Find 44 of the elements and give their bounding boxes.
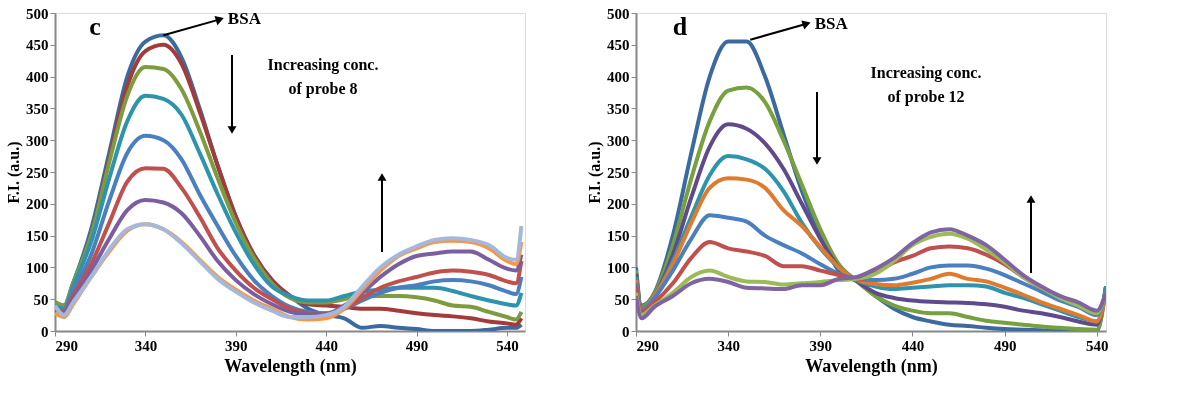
y-tick-label: 300 [607,132,630,149]
y-tick-label: 350 [26,100,49,117]
x-tick-label: 440 [315,337,338,354]
x-tick-label: 390 [809,337,833,354]
x-tick-label: 340 [717,337,740,354]
y-tick-label: 150 [607,228,630,245]
annotation: BSA [227,9,262,29]
y-tick-label: 100 [607,259,630,276]
x-axis-title: Wavelength (nm) [224,355,357,377]
x-axis-title: Wavelength (nm) [805,355,938,377]
annotation: d [672,12,688,41]
y-tick-label: 500 [607,5,630,22]
y-tick-label: 50 [614,291,630,308]
y-tick-label: 400 [607,69,630,86]
y-tick-label: 200 [26,196,49,213]
x-tick-label: 390 [225,337,248,354]
annotation: Increasing conc. of probe 8 [267,56,379,98]
y-tick-label: 500 [26,5,49,22]
annotation: BSA [814,13,849,33]
y-tick-label: 250 [607,164,630,181]
x-tick-label: 540 [496,337,519,354]
y-tick-label: 450 [607,37,630,54]
y-tick-label: 0 [41,323,49,340]
y-tick-label: 300 [26,132,49,149]
y-tick-label: 200 [607,196,630,213]
x-tick-label: 540 [1086,337,1109,354]
x-tick-label: 290 [55,337,78,354]
y-axis-title: F.I. (a.u.) [586,141,604,204]
y-tick-label: 150 [26,228,49,245]
y-tick-label: 50 [33,291,49,308]
y-tick-label: 100 [26,259,49,276]
y-tick-label: 350 [607,100,630,117]
annotation: Increasing conc. of probe 12 [870,64,982,106]
y-axis-title: F.I. (a.u.) [5,141,23,204]
x-tick-label: 440 [901,337,925,354]
y-tick-label: 0 [622,323,630,340]
x-tick-label: 290 [636,337,659,354]
y-tick-label: 450 [26,37,49,54]
y-tick-label: 400 [26,69,49,86]
x-tick-label: 490 [405,337,429,354]
annotation: c [89,12,101,41]
x-tick-label: 340 [134,337,158,354]
y-tick-label: 250 [26,164,49,181]
x-tick-label: 490 [993,337,1017,354]
